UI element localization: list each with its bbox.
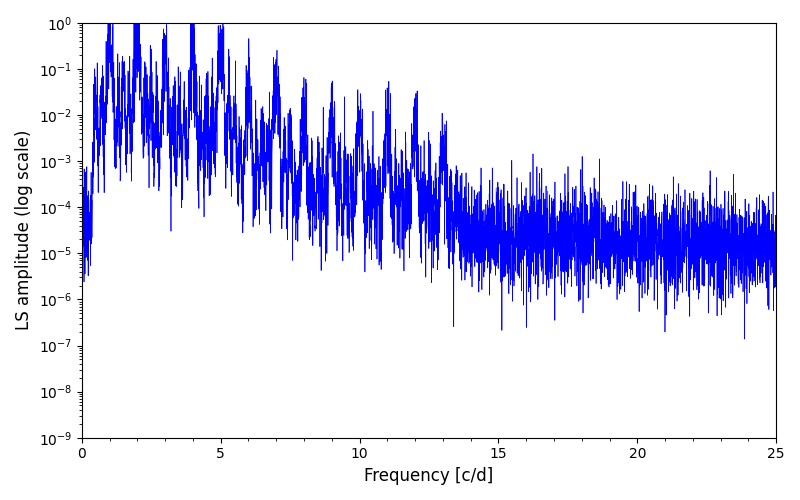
Y-axis label: LS amplitude (log scale): LS amplitude (log scale)	[15, 130, 33, 330]
X-axis label: Frequency [c/d]: Frequency [c/d]	[364, 467, 494, 485]
